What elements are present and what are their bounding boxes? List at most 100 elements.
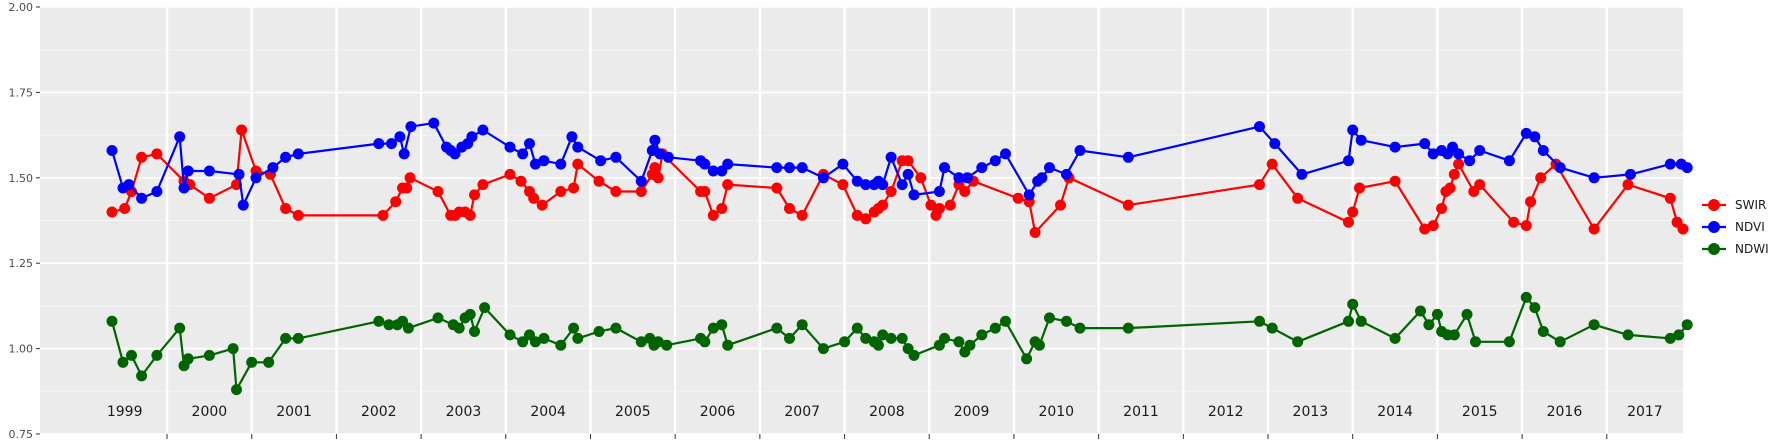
data-point-ndvi <box>707 165 719 177</box>
data-point-ndwi <box>1343 315 1354 327</box>
data-point-ndwi <box>796 319 808 331</box>
data-point-ndvi <box>280 151 292 163</box>
data-point-ndwi <box>280 332 292 344</box>
data-point-ndwi <box>1000 315 1011 327</box>
data-point-ndvi <box>1503 155 1515 167</box>
x-year-label: 2003 <box>446 404 482 420</box>
data-point-ndwi <box>1431 308 1443 320</box>
data-point-ndwi <box>1423 319 1435 331</box>
data-point-swir <box>528 192 540 204</box>
data-point-ndwi <box>1520 291 1532 303</box>
data-point-swir <box>1427 220 1439 232</box>
data-point-swir <box>390 196 402 208</box>
x-axis: 1999 2000 2001 2002 2003 2004 2005 2006 2007 2008… <box>107 404 1663 439</box>
data-point-ndvi <box>699 158 711 170</box>
data-point-ndvi <box>771 162 783 174</box>
data-point-ndvi <box>449 148 461 160</box>
data-point-ndwi <box>1061 315 1072 327</box>
data-point-ndvi <box>976 162 988 174</box>
data-point-ndwi <box>716 319 728 331</box>
legend-label-ndwi: NDWI <box>1735 242 1769 256</box>
data-point-ndvi <box>722 158 734 170</box>
data-point-ndvi <box>1343 155 1354 167</box>
x-year-label: 2001 <box>276 404 312 420</box>
data-point-ndwi <box>1292 336 1304 348</box>
data-point-swir <box>837 179 849 191</box>
data-point-ndvi <box>555 158 567 170</box>
data-point-ndvi <box>151 186 163 197</box>
data-point-ndvi <box>203 165 215 177</box>
x-year-label: 2012 <box>1208 404 1244 420</box>
legend-key-point-ndvi <box>1708 221 1720 233</box>
data-point-ndvi <box>796 162 808 174</box>
data-point-ndwi <box>976 329 988 341</box>
data-point-ndvi <box>610 151 622 163</box>
data-point-swir <box>610 186 622 197</box>
data-point-ndwi <box>106 315 118 327</box>
data-point-ndvi <box>961 172 973 184</box>
data-point-swir <box>1677 223 1689 235</box>
data-point-ndwi <box>383 319 395 331</box>
data-point-ndvi <box>654 148 666 160</box>
data-point-ndwi <box>453 322 465 334</box>
data-point-ndwi <box>610 322 622 334</box>
data-point-swir <box>401 182 413 194</box>
data-point-swir <box>119 203 131 214</box>
data-point-ndvi <box>1554 162 1566 174</box>
data-point-ndwi <box>174 322 186 334</box>
data-point-swir <box>136 151 148 163</box>
data-point-ndvi <box>1520 127 1532 139</box>
data-point-ndvi <box>394 131 406 143</box>
data-point-swir <box>1520 220 1532 232</box>
data-point-swir <box>1343 216 1354 228</box>
data-point-ndvi <box>1474 145 1486 156</box>
data-point-ndvi <box>662 151 674 163</box>
data-point-swir <box>236 124 248 136</box>
data-point-ndvi <box>1453 148 1465 160</box>
data-point-swir <box>106 206 118 218</box>
data-point-ndwi <box>939 332 950 344</box>
data-point-ndvi <box>572 141 584 153</box>
x-year-label: 2009 <box>954 404 990 420</box>
data-point-ndwi <box>1622 329 1634 341</box>
series-layer <box>106 117 1693 396</box>
data-point-ndwi <box>432 312 444 324</box>
x-year-label: 2004 <box>530 404 566 420</box>
data-point-ndvi <box>174 131 186 143</box>
data-point-swir <box>404 172 416 184</box>
data-point-ndwi <box>908 349 920 361</box>
data-point-ndvi <box>595 155 607 167</box>
data-point-ndwi <box>1021 353 1033 365</box>
data-point-ndvi <box>1044 162 1055 174</box>
data-point-ndwi <box>989 322 1001 334</box>
y-tick-label: 0.75 <box>9 428 34 441</box>
legend: SWIR NDVI NDWI <box>1702 198 1769 256</box>
data-point-swir <box>464 209 476 221</box>
data-point-ndvi <box>877 179 889 191</box>
data-point-ndwi <box>1254 315 1265 327</box>
data-point-ndvi <box>851 175 863 187</box>
data-point-ndvi <box>1122 151 1134 163</box>
data-point-ndvi <box>1389 141 1401 153</box>
data-point-ndvi <box>1036 172 1048 184</box>
data-point-ndwi <box>136 370 148 382</box>
y-tick-label: 1.00 <box>9 343 34 356</box>
legend-label-ndvi: NDVI <box>1735 220 1765 234</box>
data-point-ndwi <box>151 349 163 361</box>
data-point-ndwi <box>1461 308 1473 320</box>
series-ndvi <box>106 117 1693 211</box>
x-year-label: 2000 <box>192 404 228 420</box>
data-point-ndwi <box>529 336 541 348</box>
data-point-ndvi <box>908 189 920 201</box>
data-point-ndvi <box>1625 168 1636 180</box>
data-point-ndwi <box>896 332 908 344</box>
data-point-swir <box>1664 192 1676 204</box>
data-point-swir <box>933 203 945 214</box>
data-point-ndwi <box>263 356 275 368</box>
data-point-swir <box>1354 182 1365 194</box>
data-point-ndvi <box>237 199 249 211</box>
data-point-swir <box>469 189 480 201</box>
data-point-ndwi <box>203 349 215 361</box>
x-year-label: 2015 <box>1462 404 1498 420</box>
data-point-swir <box>1444 182 1456 194</box>
